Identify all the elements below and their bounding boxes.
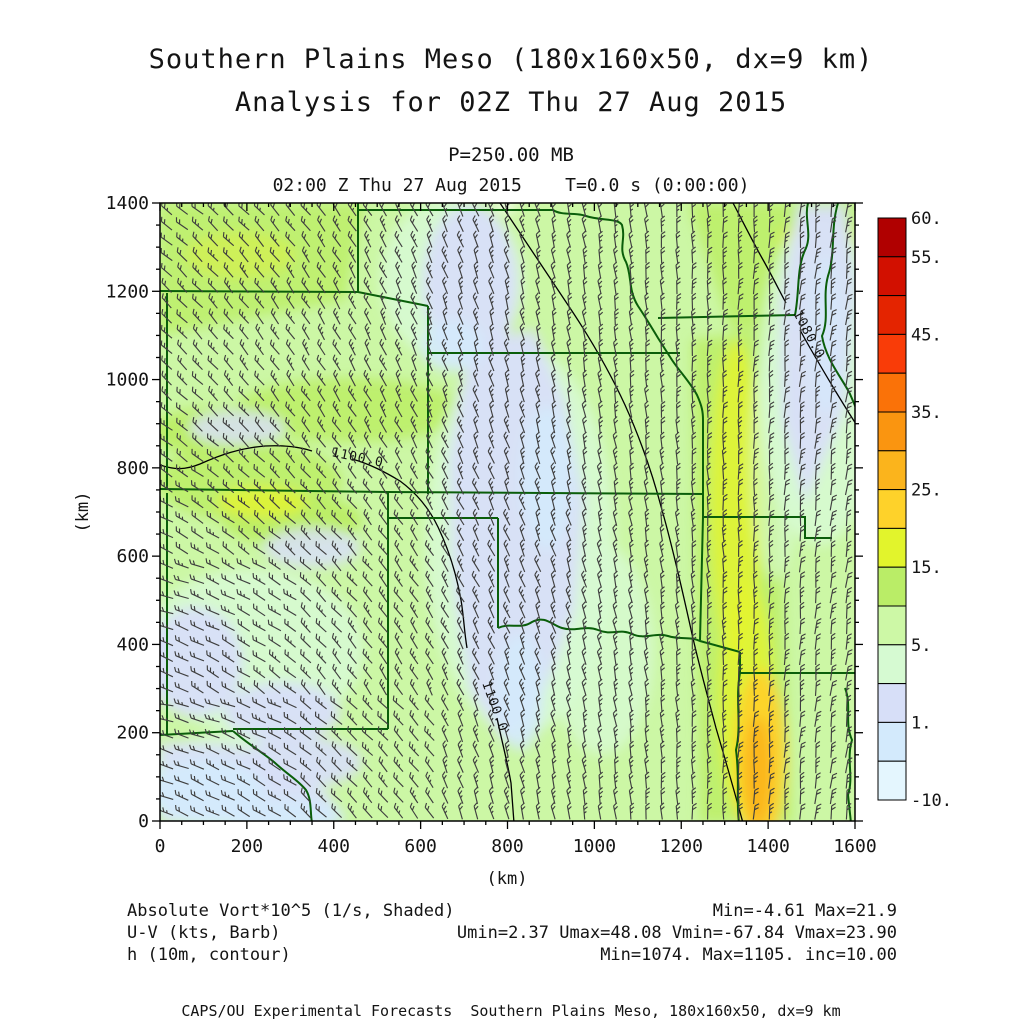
rio-grande	[232, 730, 313, 821]
border-41n	[160, 290, 429, 307]
svg-text:35.: 35.	[911, 403, 942, 423]
legend-row-barbs: U-V (kts, Barb) Umin=2.37 Umax=48.08 Vmi…	[127, 922, 897, 944]
svg-text:1600: 1600	[833, 836, 876, 857]
mississippi-river-upper	[820, 203, 855, 409]
svg-text:5.: 5.	[911, 636, 931, 656]
svg-text:15.: 15.	[911, 558, 942, 578]
border-ok-panhandle	[388, 517, 499, 628]
svg-text:-10.: -10.	[911, 791, 952, 811]
legend-barbs-minmax: Umin=2.37 Umax=48.08 Vmin=-67.84 Vmax=23…	[456, 923, 897, 943]
legend-contour-label: h (10m, contour)	[127, 945, 291, 965]
legend-shaded-label: Absolute Vort*10^5 (1/s, Shaded)	[127, 901, 455, 921]
footer-attribution: CAPS/OU Experimental Forecasts Southern …	[181, 1002, 841, 1020]
red-river	[497, 618, 741, 653]
mississippi-river-lower	[844, 687, 854, 821]
svg-text:400: 400	[116, 634, 149, 655]
contour-1100	[160, 445, 515, 821]
svg-text:200: 200	[116, 723, 149, 744]
svg-text:200: 200	[231, 836, 264, 857]
svg-text:1400: 1400	[746, 836, 789, 857]
svg-text:1200: 1200	[106, 281, 149, 302]
height-contours	[160, 203, 855, 821]
axis-ticks	[152, 202, 863, 829]
field-legend: Absolute Vort*10^5 (1/s, Shaded) Min=-4.…	[127, 900, 897, 966]
svg-text:1200: 1200	[660, 836, 703, 857]
y-axis-unit-label: (km)	[73, 492, 93, 533]
svg-text:400: 400	[317, 836, 350, 857]
des-moines-river	[794, 203, 810, 316]
svg-text:600: 600	[404, 836, 437, 857]
svg-text:1400: 1400	[106, 193, 149, 214]
x-axis-unit-label: (km)	[487, 869, 528, 889]
svg-text:600: 600	[116, 546, 149, 567]
axis-tick-labels: 0 200 400 600 800 1000 1200 1400 1600 0 200 400 600 8…	[106, 193, 877, 857]
legend-row-contour: h (10m, contour) Min=1074. Max=1105. inc…	[127, 944, 897, 966]
svg-text:55.: 55.	[911, 248, 942, 268]
wind-barbs	[160, 203, 853, 820]
legend-row-shaded: Absolute Vort*10^5 (1/s, Shaded) Min=-4.…	[127, 900, 897, 922]
contour-1080	[732, 203, 855, 424]
svg-text:800: 800	[116, 458, 149, 479]
legend-contour-minmax: Min=1074. Max=1105. inc=10.00	[600, 945, 897, 965]
svg-text:45.: 45.	[911, 325, 942, 345]
pressure-level-label: P=250.00 MB	[448, 144, 574, 166]
svg-text:1000: 1000	[573, 836, 616, 857]
colorbar: 60. 55. 45. 35. 25. 15. 5. 1. -10.	[877, 209, 952, 811]
legend-shaded-minmax: Min=-4.61 Max=21.9	[712, 901, 897, 921]
svg-text:25.: 25.	[911, 481, 942, 501]
missouri-river	[552, 209, 704, 494]
svg-text:800: 800	[491, 836, 524, 857]
page-title-line2: Analysis for 02Z Thu 27 Aug 2015	[234, 87, 788, 118]
legend-barbs-label: U-V (kts, Barb)	[127, 923, 281, 943]
svg-text:1000: 1000	[106, 370, 149, 391]
border-nm-mexico	[160, 730, 234, 736]
valid-time-label: 02:00 Z Thu 27 Aug 2015 T=0.0 s (0:00:00…	[272, 175, 750, 196]
svg-text:0: 0	[155, 836, 166, 857]
page-title-line1: Southern Plains Meso (180x160x50, dx=9 k…	[148, 44, 874, 75]
svg-text:1.: 1.	[911, 713, 931, 733]
border-ia-mo	[657, 314, 796, 319]
svg-text:0: 0	[138, 811, 149, 832]
svg-text:60.: 60.	[911, 209, 942, 229]
